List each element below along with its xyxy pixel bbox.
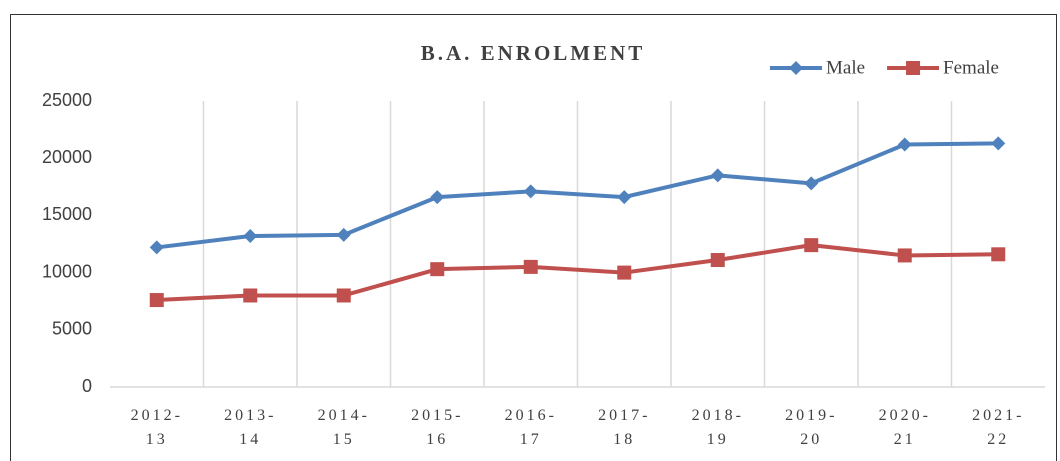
chart-title: B.A. ENROLMENT: [421, 41, 646, 65]
marker: [710, 168, 725, 183]
marker: [523, 184, 538, 199]
chart-border: [10, 14, 1057, 461]
y-tick-label: 15000: [42, 204, 92, 224]
series-line: [156, 141, 999, 250]
x-tick-label-line: 2016-: [505, 407, 557, 424]
legend-marker: [789, 61, 803, 75]
x-tick-label-line: 15: [333, 431, 355, 448]
marker: [804, 238, 819, 253]
marker: [617, 190, 632, 205]
x-tick-label: 2017- 18: [598, 407, 650, 448]
x-tick-label-line: 16: [426, 431, 448, 448]
marker: [897, 137, 912, 152]
marker: [149, 240, 164, 255]
marker: [897, 248, 912, 263]
marker: [243, 228, 258, 243]
x-tick-label: 2013- 14: [224, 407, 276, 448]
marker: [336, 227, 351, 242]
x-tick-label-line: 19: [707, 431, 729, 448]
x-tick-label-line: 2020-: [879, 407, 931, 424]
marker: [336, 288, 351, 303]
x-tick-label-line: 2017-: [598, 407, 650, 424]
y-tick-label: 5000: [52, 319, 92, 339]
marker: [991, 136, 1006, 151]
x-tick-label: 2020- 21: [879, 407, 931, 448]
x-tick-label-line: 2018-: [692, 407, 744, 424]
series-line: [156, 243, 999, 303]
marker: [149, 293, 164, 308]
x-tick-label: 2016- 17: [505, 407, 557, 448]
y-tick-label: 25000: [42, 90, 92, 110]
x-tick-label-line: 21: [894, 431, 916, 448]
legend-item: Female: [887, 57, 999, 78]
y-tick-label: 10000: [42, 261, 92, 281]
x-tick-label-line: 13: [146, 431, 168, 448]
x-tick-label-line: 2014-: [318, 407, 370, 424]
x-tick-label: 2015- 16: [411, 407, 463, 448]
x-tick-label-line: 20: [800, 431, 822, 448]
marker: [430, 262, 445, 277]
marker: [430, 190, 445, 205]
y-tick-label: 0: [82, 376, 92, 396]
x-tick-label: 2018- 19: [692, 407, 744, 448]
x-tick-label: 2014- 15: [318, 407, 370, 448]
x-tick-label: 2019- 20: [785, 407, 837, 448]
x-tick-label-line: 2013-: [224, 407, 276, 424]
x-tick-label-line: 2012-: [131, 407, 183, 424]
x-tick-label-line: 2019-: [785, 407, 837, 424]
x-tick-label-line: 18: [613, 431, 635, 448]
legend-item: Male: [770, 57, 865, 78]
marker: [617, 265, 632, 280]
marker: [804, 176, 819, 191]
x-tick-label-line: 22: [987, 431, 1009, 448]
legend-label: Female: [943, 57, 999, 78]
x-tick-label: 2021- 22: [972, 407, 1024, 448]
marker: [243, 288, 258, 303]
x-tick-label-line: 2021-: [972, 407, 1024, 424]
x-tick-label-line: 17: [520, 431, 542, 448]
x-tick-label: 2012- 13: [131, 407, 183, 448]
x-tick-label-line: 2015-: [411, 407, 463, 424]
x-tick-label-line: 14: [239, 431, 261, 448]
y-tick-label: 20000: [42, 147, 92, 167]
marker: [523, 259, 538, 274]
marker: [991, 247, 1006, 262]
legend-label: Male: [826, 57, 865, 78]
legend-marker: [906, 61, 921, 75]
marker: [710, 253, 725, 268]
